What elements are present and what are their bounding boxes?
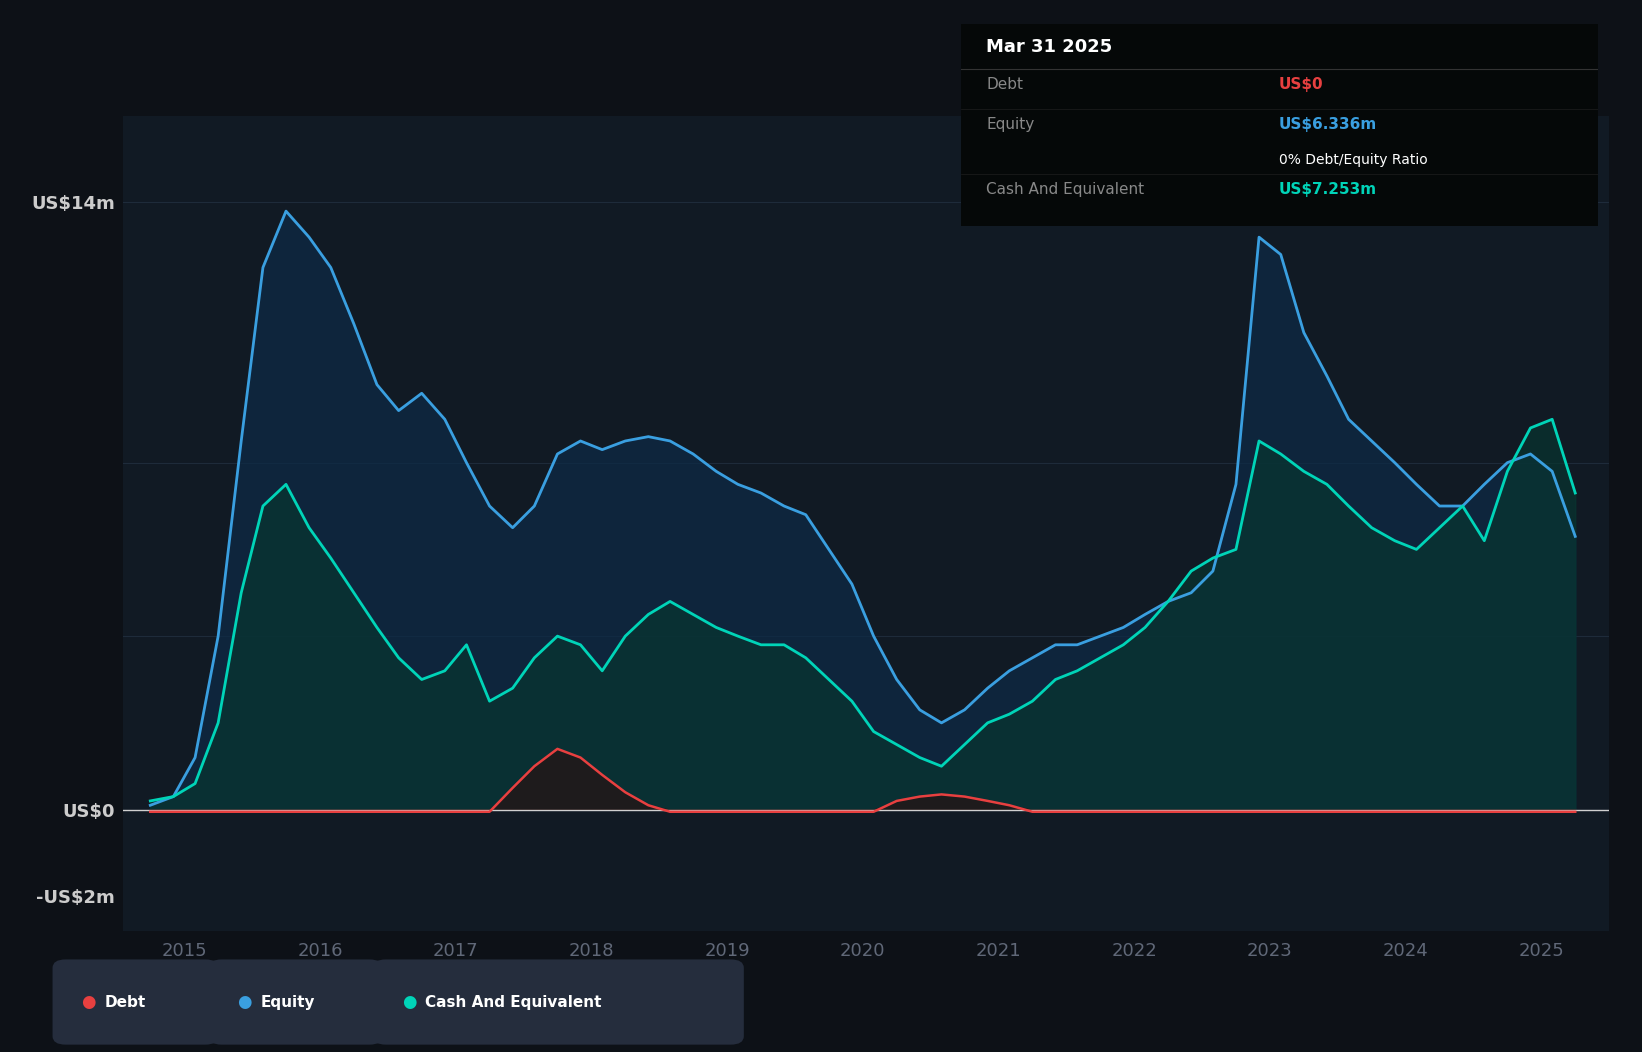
Text: Debt: Debt [105, 994, 146, 1010]
Text: Cash And Equivalent: Cash And Equivalent [987, 182, 1144, 197]
Text: Debt: Debt [987, 77, 1023, 92]
Text: US$0: US$0 [1279, 77, 1323, 92]
Text: Cash And Equivalent: Cash And Equivalent [425, 994, 601, 1010]
Text: ●: ● [238, 993, 251, 1011]
Text: 0% Debt/Equity Ratio: 0% Debt/Equity Ratio [1279, 154, 1429, 167]
Text: Equity: Equity [261, 994, 315, 1010]
Text: Mar 31 2025: Mar 31 2025 [987, 38, 1112, 57]
Text: US$7.253m: US$7.253m [1279, 182, 1378, 197]
Text: ●: ● [82, 993, 95, 1011]
Text: Equity: Equity [987, 117, 1034, 133]
Text: US$6.336m: US$6.336m [1279, 117, 1378, 133]
Text: ●: ● [402, 993, 415, 1011]
